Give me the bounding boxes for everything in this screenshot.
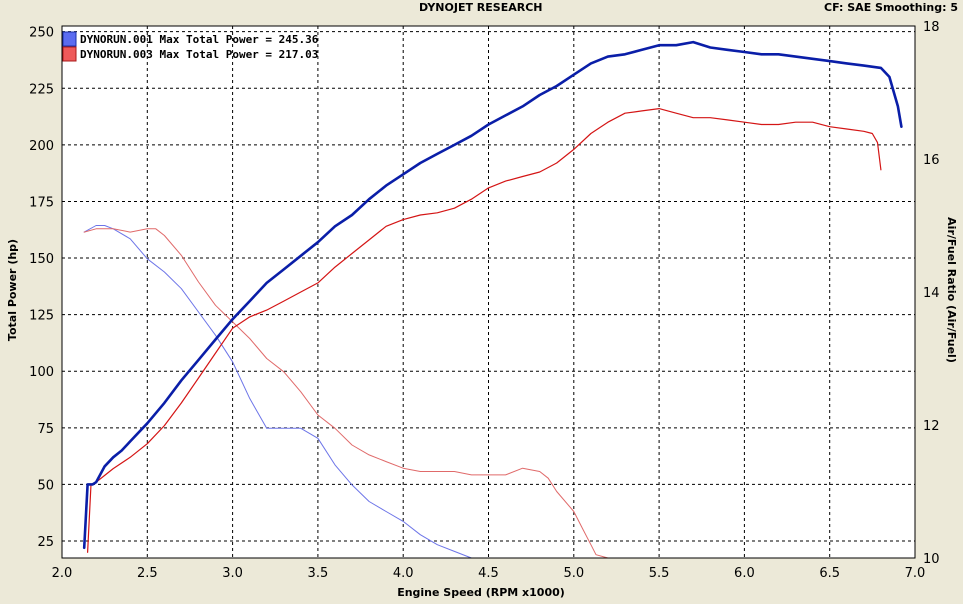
x-tick-label: 7.0 bbox=[905, 566, 926, 581]
legend-swatch-run003 bbox=[62, 46, 77, 62]
x-tick-label: 3.5 bbox=[308, 566, 329, 581]
y-tick-label: 150 bbox=[29, 252, 54, 267]
series-line-run003-afr bbox=[83, 228, 882, 559]
series-line-run003-power bbox=[86, 107, 882, 553]
y-tick-label: 200 bbox=[29, 139, 54, 154]
x-axis-label: Engine Speed (RPM x1000) bbox=[397, 586, 565, 599]
x-tick-label: 4.5 bbox=[478, 566, 499, 581]
y-tick-label: 50 bbox=[37, 478, 54, 493]
y-tick-label: 100 bbox=[29, 365, 54, 380]
x-tick-label: 6.5 bbox=[819, 566, 840, 581]
legend-swatch-run001 bbox=[62, 31, 77, 47]
y2-axis-label: Air/Fuel Ratio (Air/Fuel) bbox=[945, 217, 958, 363]
y-tick-label: 75 bbox=[37, 422, 54, 437]
x-tick-label: 2.0 bbox=[52, 566, 73, 581]
x-tick-label: 4.0 bbox=[393, 566, 414, 581]
chart-title: DYNOJET RESEARCH bbox=[419, 1, 543, 14]
y2-tick-label: 18 bbox=[923, 20, 940, 35]
y-tick-label: 225 bbox=[29, 82, 54, 97]
legend-label-run003: DYNORUN.003 Max Total Power = 217.03 bbox=[80, 48, 318, 61]
x-tick-label: 6.0 bbox=[734, 566, 755, 581]
legend-label-run001: DYNORUN.001 Max Total Power = 245.36 bbox=[80, 33, 319, 46]
x-tick-label: 5.5 bbox=[649, 566, 670, 581]
y2-tick-label: 16 bbox=[923, 153, 940, 168]
tick-labels: 2.0 2.5 3.0 3.5 4.0 4.5 5.0 5.5 6.0 6.5 7.0 25 50 75 1… bbox=[29, 20, 939, 581]
y-tick-label: 175 bbox=[29, 195, 54, 210]
y-tick-label: 25 bbox=[37, 535, 54, 550]
x-tick-label: 5.0 bbox=[563, 566, 584, 581]
series-line-run001-power bbox=[82, 40, 903, 550]
y2-tick-label: 10 bbox=[923, 552, 940, 567]
x-tick-label: 3.0 bbox=[222, 566, 243, 581]
y2-tick-label: 14 bbox=[923, 286, 940, 301]
correction-smoothing-info: CF: SAE Smoothing: 5 bbox=[824, 1, 958, 14]
x-tick-label: 2.5 bbox=[137, 566, 158, 581]
legend: DYNORUN.001 Max Total Power = 245.36 DYN… bbox=[62, 31, 319, 62]
y-tick-label: 250 bbox=[29, 26, 54, 41]
grid-lines bbox=[62, 26, 915, 558]
plot-frame bbox=[61, 25, 916, 559]
y-axis-label: Total Power (hp) bbox=[6, 239, 19, 341]
y-tick-label: 125 bbox=[29, 309, 54, 324]
y2-tick-label: 12 bbox=[923, 419, 940, 434]
